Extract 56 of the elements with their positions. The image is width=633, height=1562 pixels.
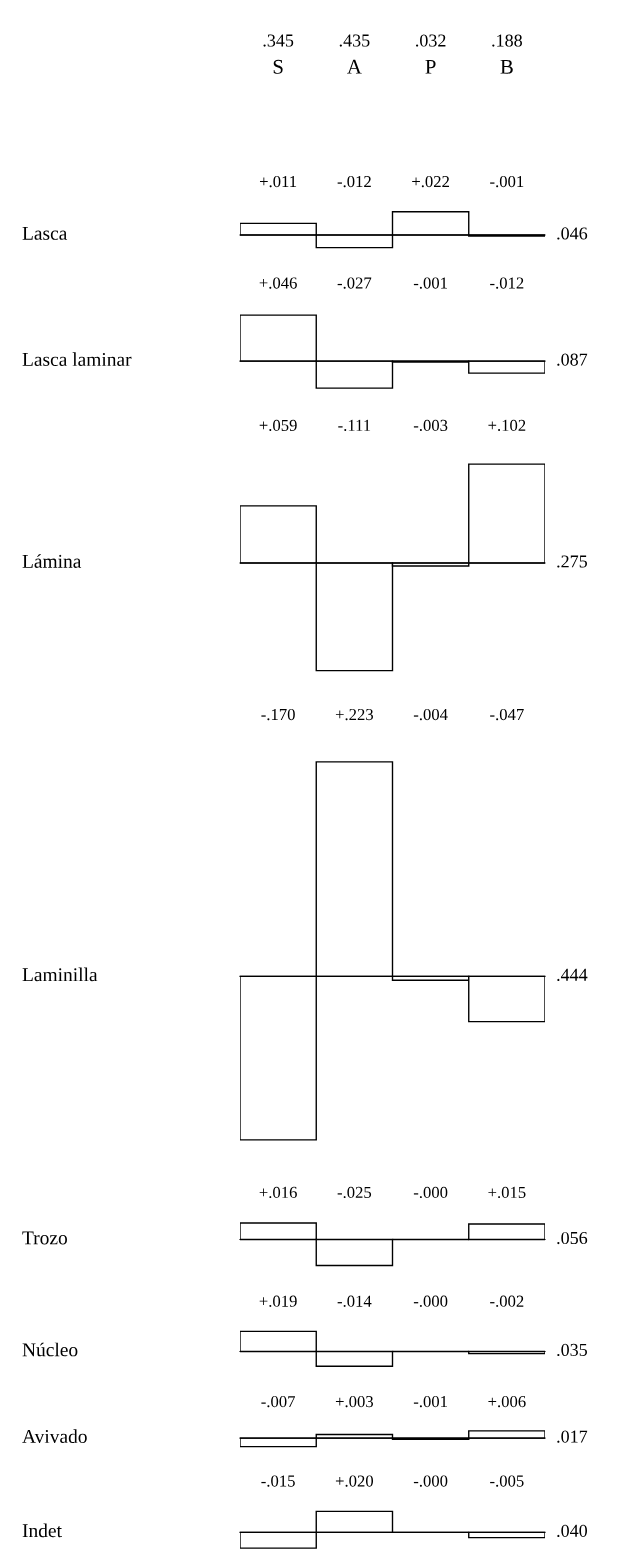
text: .040 [557,1524,588,1537]
y-axis-title: Trozo [22,1231,68,1245]
x-tick-label: S [273,59,283,74]
text: .032 [416,34,446,47]
x-tick-label: B [500,59,513,74]
data-label: -.001 [490,175,524,188]
data-label: +.022 [412,175,449,188]
y-axis-title: Núcleo [22,1342,78,1357]
data-label: -.027 [337,277,372,289]
data-label: +.020 [335,1475,374,1487]
text: .056 [557,1231,588,1245]
text: .435 [339,34,370,47]
data-label: -.025 [337,1186,372,1199]
text: .444 [557,968,588,981]
data-label: +.019 [259,1295,297,1307]
x-tick-label: A [347,59,362,74]
data-label: -.007 [261,1395,295,1408]
y-axis-title: Laminilla [22,967,98,982]
data-label: -.012 [337,175,371,188]
y-axis-title: Lasca [22,226,68,240]
y-axis-title: Avivado [22,1429,87,1444]
data-label: +.011 [259,175,297,188]
data-label: -.000 [413,1475,448,1487]
text: .345 [263,34,294,47]
data-label: -.047 [490,708,524,721]
text: .275 [557,555,587,568]
data-label: +.003 [335,1395,374,1408]
data-label: +.223 [335,708,374,721]
data-label: -.111 [338,419,371,432]
data-label: +.102 [488,419,526,432]
text: .046 [557,227,588,240]
data-label: +.006 [488,1395,526,1408]
y-axis-title: Indet [22,1523,62,1538]
data-label: -.004 [413,708,448,721]
y-axis-title: Lasca laminar [22,352,132,367]
data-label: -.002 [490,1295,524,1307]
text: .188 [492,34,522,47]
data-label: -.005 [490,1475,524,1487]
data-label: -.012 [490,277,524,289]
data-label: +.016 [259,1186,297,1199]
data-label: -.003 [413,419,448,432]
data-label: -.015 [261,1475,295,1487]
data-label: -.014 [337,1295,372,1307]
data-label: -.000 [413,1186,448,1199]
data-label: +.046 [259,277,297,289]
data-label: -.000 [413,1295,448,1307]
data-label: -.001 [413,1395,447,1408]
data-label: +.059 [259,419,297,432]
data-label: -.170 [261,708,295,721]
text: .035 [557,1343,587,1357]
data-label: -.001 [413,277,447,289]
data-label: +.015 [488,1186,526,1199]
text: .017 [557,1430,588,1443]
y-axis-title: Lámina [22,554,82,568]
text: .087 [557,353,588,366]
x-tick-label: P [425,59,436,74]
